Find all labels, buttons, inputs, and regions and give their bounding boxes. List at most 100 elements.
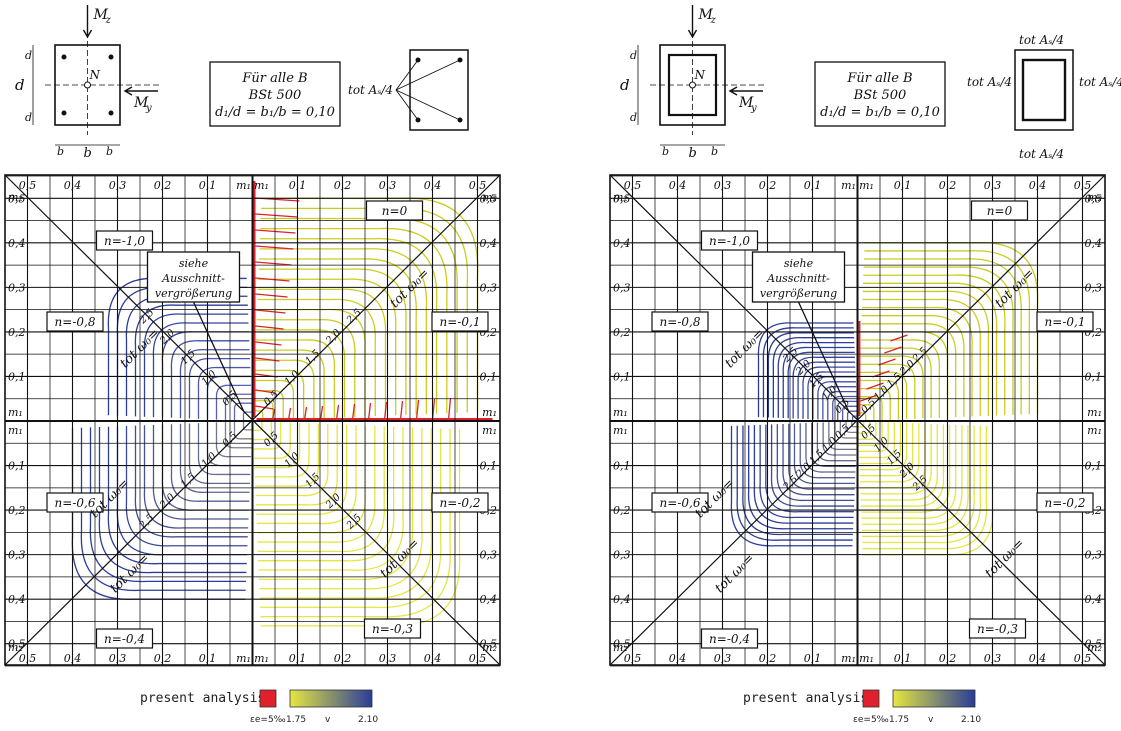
contour-line [859, 422, 902, 465]
tick-bottom: 0,1 [199, 652, 217, 665]
reinf-outline [1014, 49, 1074, 131]
contour-line [861, 425, 969, 531]
contour-line [242, 421, 253, 431]
red-region-line [351, 403, 356, 421]
tick-right: 0,4 [480, 593, 498, 606]
tick-left: 0,1 [613, 370, 631, 383]
legend-strain: εe=5‰ [250, 715, 286, 725]
tick-left: 0,4 [8, 237, 26, 250]
contour-line [258, 426, 404, 571]
tick-top: 0,4 [424, 179, 442, 192]
n-label-box [46, 492, 104, 513]
info-line-2: d₁/d = b₁/b = 0,10 [215, 105, 335, 120]
contour-line [152, 322, 249, 418]
tick-bottom: 0,4 [64, 652, 82, 665]
contour-line [179, 423, 250, 493]
tick-right: 0,4 [480, 237, 498, 250]
n-label-box [700, 230, 759, 251]
tick-top: 0,1 [804, 179, 822, 192]
tick-labels: 0,50,50,40,40,30,30,20,20,10,1m₁m₁m₁m₁0,… [8, 179, 497, 665]
contour-line [260, 428, 451, 618]
red-region-line [255, 261, 292, 266]
red-region-line [255, 277, 290, 282]
red-region-line [415, 399, 420, 421]
contour-line [89, 427, 247, 583]
contour-line [792, 356, 855, 419]
reinf-label-bottom: tot Aₛ/4 [1019, 147, 1064, 161]
contour-line [860, 347, 932, 419]
tick-bottom: 0,4 [669, 652, 687, 665]
contour-line [799, 423, 856, 479]
contour-line [859, 423, 920, 483]
contour-line [858, 422, 889, 453]
info-box-frame [814, 61, 946, 127]
contour-line [188, 423, 250, 485]
label-b1-left: b [662, 145, 669, 158]
contour-value: 1,0 [283, 368, 302, 387]
omega-label: tot ω₀= [982, 536, 1027, 581]
contour-value: 0,5 [220, 389, 239, 408]
callout-line-0: siehe [179, 257, 209, 270]
tick-right: 0,1 [1085, 460, 1103, 473]
red-region-line [255, 229, 296, 234]
label-Mz: M [93, 7, 109, 23]
tick-left: 0,2 [613, 326, 631, 339]
contour-line [841, 405, 857, 421]
contour-line [224, 393, 252, 420]
n-label-box [968, 618, 1027, 639]
contour-line [797, 361, 856, 419]
contour-line [257, 298, 376, 417]
contour-line [98, 427, 247, 574]
contour-line [859, 423, 914, 477]
contour-line [864, 258, 1022, 415]
contour-line [730, 425, 853, 547]
contour-line [259, 258, 417, 415]
n-label-box [651, 492, 709, 513]
contour-value: 0,5 [220, 430, 239, 449]
corner-label: m₂ [613, 191, 628, 204]
reinf-leader [395, 59, 419, 91]
tick-right: 0,4 [1085, 593, 1103, 606]
tick-top: 0,2 [759, 179, 777, 192]
tick-left: 0,4 [613, 593, 631, 606]
info-line-1: BSt 500 [248, 88, 302, 103]
contour-line [860, 424, 945, 507]
contour-line [254, 379, 295, 420]
red-region-line [878, 358, 896, 366]
tick-right: 0,5 [1085, 192, 1103, 205]
red-region-line [399, 400, 404, 421]
contour-line [860, 423, 932, 495]
rebar-dot [108, 54, 114, 60]
legend-vmin: 1.75 [286, 715, 306, 725]
tick-top: 0,5 [19, 179, 37, 192]
tick-right: 0,1 [480, 370, 498, 383]
red-region-line [255, 293, 288, 298]
reinforcement-sketch: tot Aₛ/4 [348, 49, 469, 131]
label-My-sub: y [145, 103, 152, 114]
moment-y-arrow [728, 86, 763, 96]
tick-top: 0,3 [984, 179, 1002, 192]
callout-box [751, 251, 846, 303]
contour-value: 2,0 [897, 461, 917, 481]
label-b1-right: b [711, 145, 718, 158]
legend-red-swatch [862, 689, 880, 708]
tick-bottom: 0,5 [19, 652, 37, 665]
info-line-2: d₁/d = b₁/b = 0,10 [820, 105, 940, 120]
tick-bottom: 0,1 [804, 652, 822, 665]
tick-bottom: 0,4 [424, 652, 442, 665]
contour-line [256, 329, 346, 418]
red-region-line [383, 401, 388, 421]
contour-line [862, 306, 973, 417]
contour-line [858, 422, 895, 459]
contour-line [259, 427, 423, 590]
contour-line [197, 366, 251, 419]
tick-left: 0,2 [613, 504, 631, 517]
contour-line [233, 402, 252, 421]
contour-line [256, 425, 357, 525]
info-box: Für alle B BSt 500 d₁/d = b₁/b = 0,10 [814, 61, 946, 127]
contour-line [253, 421, 272, 441]
tick-right: 0,3 [1085, 281, 1103, 294]
legend-vmax: 2.10 [961, 715, 981, 725]
contour-line [258, 427, 414, 581]
